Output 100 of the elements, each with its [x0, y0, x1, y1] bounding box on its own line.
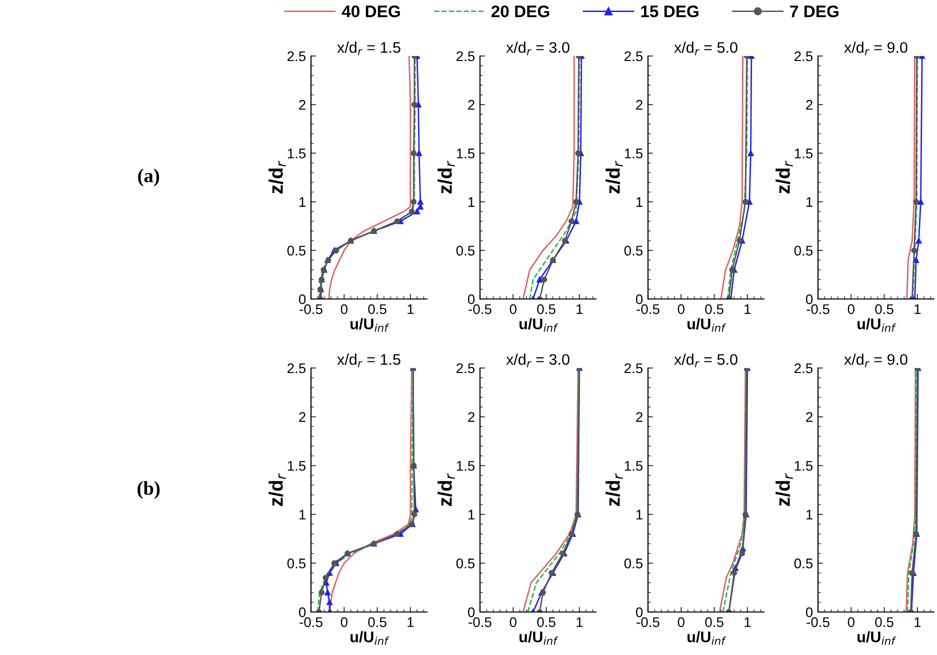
x-axis-title: u/U$_{inf}$	[688, 631, 726, 645]
x-axis-title: u/U$_{inf}$	[688, 318, 726, 332]
y-axis-title: z/d$_{r}$	[606, 473, 623, 506]
y-tick-label: 0.5	[794, 246, 813, 256]
y-axis-title: z/d$_{r}$	[776, 160, 793, 194]
x-tick-label: -0.5	[806, 304, 830, 314]
y-tick-label: 1.5	[794, 461, 813, 471]
x-axis-title: u/U$_{inf}$	[350, 318, 390, 332]
x-tick-label: 1	[408, 304, 414, 314]
y-tick-label: 1	[806, 510, 812, 520]
y-tick-label: 0.5	[624, 558, 643, 568]
y-tick-label: 0.5	[287, 558, 306, 568]
y-tick-label: 0.5	[287, 246, 306, 256]
y-tick-label: 2.5	[624, 51, 643, 62]
x-tick-label: -0.5	[468, 304, 492, 314]
chart-title: x/d$_{r}$ = 3.0	[506, 42, 570, 56]
x-tick-label: 1	[744, 617, 751, 627]
y-axis-title: z/d$_{r}$	[438, 160, 455, 194]
legend-label: 15 DEG	[641, 6, 698, 18]
y-tick-label: 0.5	[456, 246, 475, 256]
x-tick-label: 0	[510, 617, 516, 628]
y-tick-label: 2	[468, 100, 474, 110]
x-tick-label: 1	[914, 617, 921, 627]
chart-title: x/d$_{r}$ = 5.0	[674, 354, 738, 368]
y-tick-label: 0	[806, 607, 813, 618]
x-tick-label: -0.5	[300, 304, 322, 314]
y-tick-label: 0.5	[624, 246, 643, 256]
legend-label: 7 DEG	[790, 6, 838, 18]
x-axis-title: u/U$_{inf}$	[858, 631, 896, 645]
y-tick-label: 2	[299, 412, 306, 422]
y-tick-label: 1	[299, 197, 306, 207]
y-tick-label: 1.5	[288, 461, 306, 471]
y-tick-label: 2.5	[456, 363, 475, 374]
x-tick-label: 0.5	[368, 617, 386, 628]
x-tick-label: 0	[340, 617, 348, 628]
y-axis-title: z/d$_{r}$	[776, 473, 793, 506]
y-tick-label: 0	[298, 294, 306, 304]
chart-title: x/d$_{r}$ = 5.0	[674, 42, 738, 56]
y-tick-label: 2.5	[794, 363, 813, 374]
chart-title: x/d$_{r}$ = 1.5	[337, 42, 400, 56]
x-tick-label: 1	[408, 617, 414, 627]
x-tick-label: 1	[914, 304, 921, 314]
y-tick-label: 2	[468, 412, 474, 422]
chart-title: x/d$_{r}$ = 3.0	[506, 354, 570, 368]
text: (b)	[138, 481, 160, 499]
text: (a)	[138, 168, 160, 186]
x-tick-label: 0.5	[875, 304, 894, 314]
y-tick-label: 2	[806, 100, 812, 110]
x-tick-label: -0.5	[300, 617, 322, 628]
x-tick-label: 0	[340, 304, 348, 314]
y-tick-label: 2.5	[288, 51, 306, 62]
legend-label: 40 DEG	[342, 6, 400, 18]
x-axis-title: u/U$_{inf}$	[520, 631, 558, 645]
chart-title: x/d$_{r}$ = 9.0	[844, 42, 908, 56]
y-tick-label: 2	[806, 412, 812, 422]
x-tick-label: 1	[576, 304, 583, 314]
y-tick-label: 0	[636, 607, 643, 618]
x-tick-label: 0.5	[368, 304, 386, 314]
x-axis-title: u/U$_{inf}$	[350, 631, 390, 645]
x-tick-label: 0.5	[875, 617, 894, 628]
x-tick-label: 0.5	[537, 304, 556, 314]
y-tick-label: 1	[806, 197, 812, 207]
x-tick-label: 0	[848, 617, 854, 628]
chart-title: x/d$_{r}$ = 1.5	[337, 354, 400, 368]
x-tick-label: 0	[848, 304, 854, 314]
x-tick-label: -0.5	[468, 617, 492, 628]
x-tick-label: 0	[678, 304, 684, 314]
x-axis-title: u/U$_{inf}$	[858, 318, 896, 332]
y-tick-label: 1	[299, 510, 306, 520]
legend-label: 20 DEG	[491, 6, 550, 18]
y-tick-label: 1.5	[624, 461, 643, 471]
y-axis-title: z/d$_{r}$	[606, 160, 623, 194]
y-tick-label: 0	[636, 294, 643, 304]
x-tick-label: 0.5	[705, 617, 724, 628]
y-tick-label: 1	[468, 510, 474, 520]
y-tick-label: 1.5	[456, 461, 475, 471]
x-axis-title: u/U$_{inf}$	[520, 318, 558, 332]
y-axis-title: z/d$_{r}$	[268, 160, 286, 194]
y-tick-label: 2.5	[794, 51, 813, 62]
y-tick-label: 1.5	[456, 148, 475, 158]
y-tick-label: 2	[299, 100, 306, 110]
x-tick-label: -0.5	[806, 617, 830, 628]
x-tick-label: -0.5	[636, 617, 660, 628]
y-tick-label: 2.5	[288, 363, 306, 374]
y-tick-label: 0	[298, 607, 306, 618]
x-tick-label: 0	[678, 617, 684, 628]
x-tick-label: 0.5	[537, 617, 556, 628]
y-tick-label: 0	[806, 294, 813, 304]
y-tick-label: 0.5	[456, 558, 475, 568]
y-axis-title: z/d$_{r}$	[268, 473, 286, 506]
y-tick-label: 1	[636, 197, 642, 207]
y-tick-label: 2	[636, 100, 642, 110]
y-tick-label: 1.5	[794, 148, 813, 158]
y-tick-label: 0	[468, 294, 475, 304]
y-tick-label: 1	[468, 197, 474, 207]
x-tick-label: 0	[510, 304, 516, 314]
y-tick-label: 1.5	[288, 148, 306, 158]
y-tick-label: 0.5	[794, 558, 813, 568]
x-tick-label: 0.5	[705, 304, 724, 314]
x-tick-label: 1	[576, 617, 583, 627]
